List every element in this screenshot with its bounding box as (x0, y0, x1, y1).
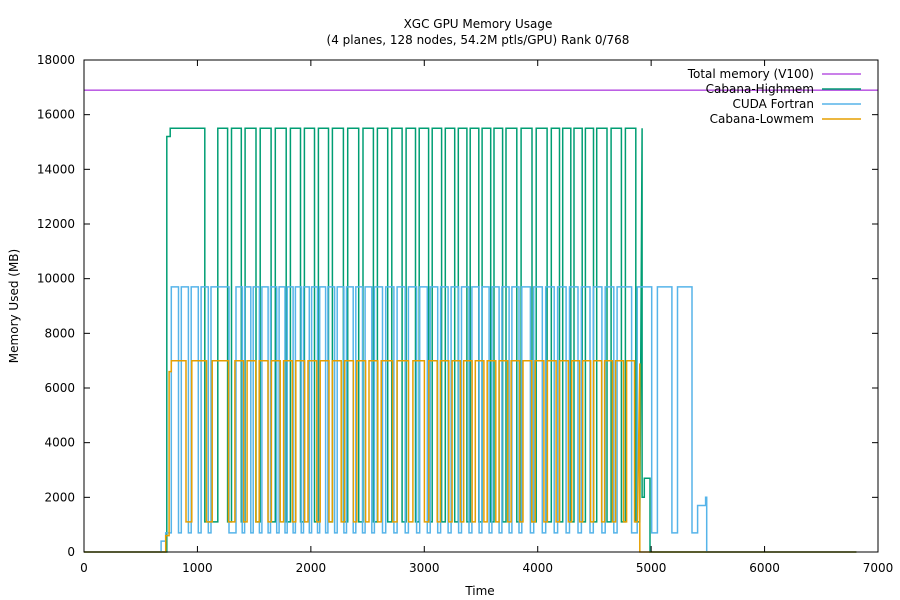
x-tick-label: 7000 (863, 561, 894, 575)
x-tick-label: 4000 (522, 561, 553, 575)
series-line-cuda-fortran (84, 286, 857, 553)
legend-label-cabana-highmem: Cabana-Highmem (706, 82, 814, 96)
y-axis: 0 2000 4000 6000 8000 10000 12000 14000 16000 180… (37, 53, 878, 559)
chart-subtitle: (4 planes, 128 nodes, 54.2M ptls/GPU) Ra… (327, 33, 630, 47)
y-tick-label: 6000 (44, 381, 75, 395)
x-axis: 0 1000 2000 3000 4000 5000 6000 7000 (80, 60, 893, 575)
y-tick-label: 8000 (44, 326, 75, 340)
x-axis-label: Time (464, 584, 494, 598)
y-tick-label: 0 (67, 545, 75, 559)
chart-title: XGC GPU Memory Usage (404, 17, 553, 31)
y-axis-label: Memory Used (MB) (7, 249, 21, 363)
x-tick-label: 5000 (636, 561, 667, 575)
x-tick-label: 0 (80, 561, 88, 575)
x-tick-label: 3000 (409, 561, 440, 575)
x-tick-label: 1000 (182, 561, 213, 575)
y-tick-label: 2000 (44, 490, 75, 504)
y-tick-label: 14000 (37, 162, 75, 176)
plot-frame (83, 59, 879, 553)
y-tick-label: 18000 (37, 53, 75, 67)
legend-label-cuda-fortran: CUDA Fortran (732, 97, 814, 111)
y-tick-label: 10000 (37, 272, 75, 286)
series-layer (84, 89, 878, 553)
series-line-cabana-highmem (84, 127, 857, 553)
series-line-cabana-lowmem (84, 359, 857, 553)
y-tick-label: 16000 (37, 108, 75, 122)
legend-label-cabana-lowmem: Cabana-Lowmem (710, 112, 814, 126)
y-tick-label: 12000 (37, 217, 75, 231)
x-tick-label: 6000 (749, 561, 780, 575)
x-tick-label: 2000 (296, 561, 327, 575)
legend-label-total-memory-v100: Total memory (V100) (687, 67, 814, 81)
y-tick-label: 4000 (44, 436, 75, 450)
